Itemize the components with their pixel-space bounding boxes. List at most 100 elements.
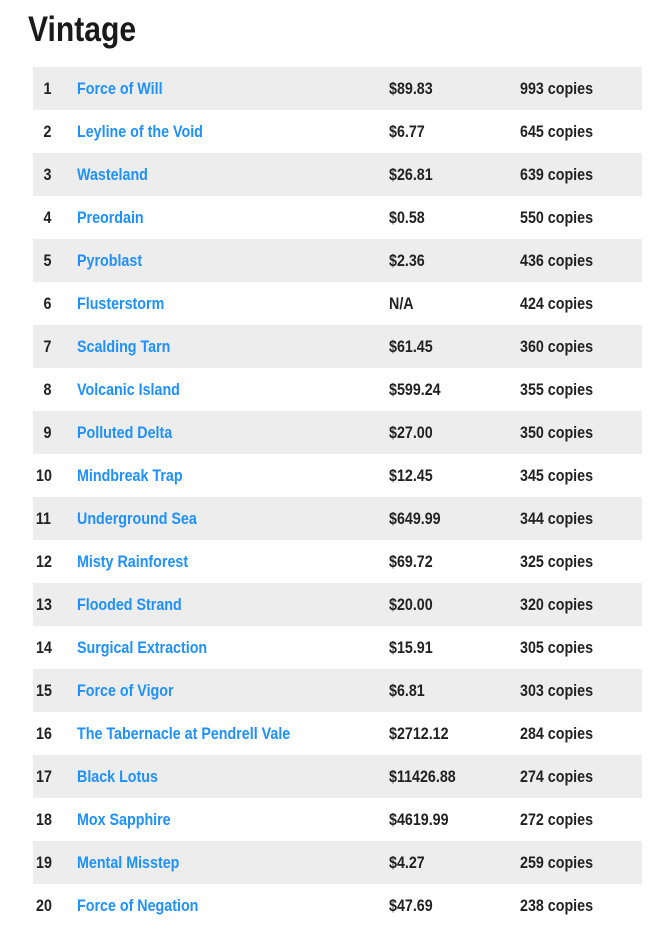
card-link[interactable]: Wasteland [77, 164, 148, 184]
card-name-cell: Flooded Strand [77, 595, 389, 615]
copies-cell: 274 copies [520, 766, 594, 786]
price-cell: $599.24 [389, 379, 441, 399]
card-link[interactable]: Preordain [77, 207, 144, 227]
price-cell: $6.77 [389, 121, 425, 141]
card-link[interactable]: Force of Negation [77, 895, 199, 915]
rank-cell: 3 [43, 164, 51, 184]
rank-cell: 20 [36, 895, 52, 915]
card-name-cell: Black Lotus [77, 767, 389, 787]
card-name-cell: Pyroblast [77, 251, 389, 271]
copies-cell: 320 copies [520, 594, 594, 614]
price-cell: $2712.12 [389, 723, 449, 743]
card-link[interactable]: Flooded Strand [77, 594, 182, 614]
rank-cell: 1 [43, 78, 51, 98]
card-link[interactable]: Surgical Extraction [77, 637, 208, 657]
card-link[interactable]: Misty Rainforest [77, 551, 189, 571]
card-name-cell: Scalding Tarn [77, 337, 389, 357]
price-cell: $6.81 [389, 680, 425, 700]
rank-cell: 5 [43, 250, 51, 270]
table-row: 6 Flusterstorm N/A 424 copies [33, 282, 642, 325]
rank-cell: 10 [36, 465, 52, 485]
rank-cell: 18 [36, 809, 52, 829]
card-name-cell: Leyline of the Void [77, 122, 389, 142]
copies-cell: 355 copies [520, 379, 594, 399]
table-row: 18 Mox Sapphire $4619.99 272 copies [33, 798, 642, 841]
rank-cell: 9 [43, 422, 51, 442]
copies-cell: 238 copies [520, 895, 594, 915]
card-link[interactable]: Polluted Delta [77, 422, 173, 442]
card-link[interactable]: Mental Misstep [77, 852, 180, 872]
card-name-cell: Mental Misstep [77, 853, 389, 873]
price-cell: $0.58 [389, 207, 425, 227]
copies-cell: 345 copies [520, 465, 594, 485]
price-cell: $649.99 [389, 508, 441, 528]
price-cell: $26.81 [389, 164, 433, 184]
card-name-cell: Polluted Delta [77, 423, 389, 443]
table-row: 12 Misty Rainforest $69.72 325 copies [33, 540, 642, 583]
table-row: 9 Polluted Delta $27.00 350 copies [33, 411, 642, 454]
table-row: 1 Force of Will $89.83 993 copies [33, 67, 642, 110]
card-link[interactable]: Force of Vigor [77, 680, 174, 700]
price-cell: N/A [389, 293, 414, 313]
copies-cell: 344 copies [520, 508, 594, 528]
table-row: 17 Black Lotus $11426.88 274 copies [33, 755, 642, 798]
rank-cell: 12 [36, 551, 52, 571]
table-row: 16 The Tabernacle at Pendrell Vale $2712… [33, 712, 642, 755]
copies-cell: 436 copies [520, 250, 594, 270]
table-row: 7 Scalding Tarn $61.45 360 copies [33, 325, 642, 368]
rank-cell: 14 [36, 637, 52, 657]
price-cell: $15.91 [389, 637, 433, 657]
card-link[interactable]: Volcanic Island [77, 379, 180, 399]
card-link[interactable]: The Tabernacle at Pendrell Vale [77, 723, 291, 743]
price-cell: $89.83 [389, 78, 433, 98]
price-cell: $11426.88 [389, 766, 456, 786]
table-row: 5 Pyroblast $2.36 436 copies [33, 239, 642, 282]
page-title: Vintage [28, 8, 154, 52]
card-link[interactable]: Pyroblast [77, 250, 143, 270]
card-name-cell: Preordain [77, 208, 389, 228]
table-row: 3 Wasteland $26.81 639 copies [33, 153, 642, 196]
copies-cell: 350 copies [520, 422, 594, 442]
table-row: 4 Preordain $0.58 550 copies [33, 196, 642, 239]
rank-cell: 19 [36, 852, 52, 872]
card-link[interactable]: Scalding Tarn [77, 336, 171, 356]
card-link[interactable]: Mox Sapphire [77, 809, 171, 829]
card-name-cell: Force of Vigor [77, 681, 389, 701]
price-cell: $20.00 [389, 594, 433, 614]
card-link[interactable]: Flusterstorm [77, 293, 165, 313]
page-title-text: Vintage [28, 10, 137, 49]
copies-cell: 639 copies [520, 164, 594, 184]
card-name-cell: Underground Sea [77, 509, 389, 529]
card-name-cell: Mindbreak Trap [77, 466, 389, 486]
rank-cell: 8 [43, 379, 51, 399]
copies-cell: 303 copies [520, 680, 594, 700]
card-link[interactable]: Force of Will [77, 78, 163, 98]
price-cell: $47.69 [389, 895, 433, 915]
table-row: 15 Force of Vigor $6.81 303 copies [33, 669, 642, 712]
card-link[interactable]: Mindbreak Trap [77, 465, 183, 485]
card-name-cell: The Tabernacle at Pendrell Vale [77, 724, 389, 744]
table-row: 14 Surgical Extraction $15.91 305 copies [33, 626, 642, 669]
price-cell: $4619.99 [389, 809, 449, 829]
card-link[interactable]: Black Lotus [77, 766, 158, 786]
card-link[interactable]: Underground Sea [77, 508, 197, 528]
copies-cell: 550 copies [520, 207, 594, 227]
copies-cell: 272 copies [520, 809, 594, 829]
rank-cell: 15 [36, 680, 52, 700]
copies-cell: 284 copies [520, 723, 594, 743]
card-name-cell: Mox Sapphire [77, 810, 389, 830]
card-link[interactable]: Leyline of the Void [77, 121, 203, 141]
card-name-cell: Surgical Extraction [77, 638, 389, 658]
table-row: 8 Volcanic Island $599.24 355 copies [33, 368, 642, 411]
copies-cell: 305 copies [520, 637, 594, 657]
price-cell: $12.45 [389, 465, 433, 485]
copies-cell: 993 copies [520, 78, 594, 98]
price-cell: $69.72 [389, 551, 433, 571]
table-row: 13 Flooded Strand $20.00 320 copies [33, 583, 642, 626]
price-cell: $2.36 [389, 250, 425, 270]
copies-cell: 259 copies [520, 852, 594, 872]
price-cell: $61.45 [389, 336, 433, 356]
table-row: 19 Mental Misstep $4.27 259 copies [33, 841, 642, 884]
card-name-cell: Force of Will [77, 79, 389, 99]
price-cell: $27.00 [389, 422, 433, 442]
